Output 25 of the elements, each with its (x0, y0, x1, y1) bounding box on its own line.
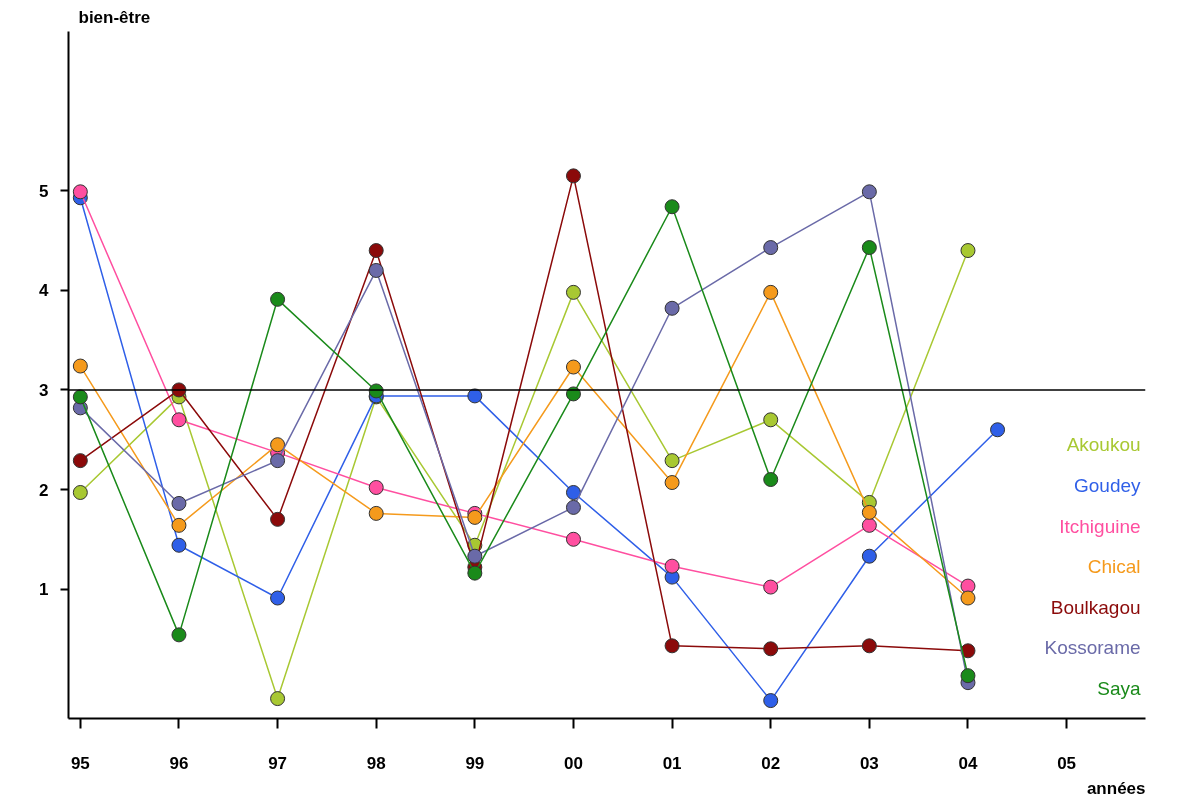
text: Akoukou (1066, 434, 1141, 456)
x-tick-label: 95 (70, 753, 90, 773)
y-tick-label: 4 (39, 281, 50, 301)
y-tick-label: 1 (39, 580, 49, 600)
x-tick-label: 03 (859, 753, 879, 773)
y-axis-title: bien-être (78, 7, 151, 27)
x-tick-label: 98 (366, 753, 386, 773)
text: Kossorame (1044, 637, 1141, 659)
x-tick-label: 02 (761, 753, 781, 773)
y-tick-label: 2 (39, 480, 49, 500)
x-axis-title: années (1086, 778, 1146, 798)
y-tick-label: 5 (39, 181, 49, 201)
x-tick-label: 96 (169, 753, 189, 773)
text: Boulkagou (1050, 596, 1141, 618)
x-tick-label: 04 (958, 753, 978, 773)
x-tick-label: 99 (465, 753, 485, 773)
x-tick-label: 05 (1057, 753, 1077, 773)
x-tick-label: 00 (564, 753, 583, 773)
x-tick-label: 01 (662, 753, 682, 773)
text: Chical (1087, 556, 1141, 578)
x-tick-label: 97 (268, 753, 288, 773)
text: Itchiguine (1059, 515, 1141, 537)
y-tick-label: 3 (39, 380, 49, 400)
text: Saya (1097, 678, 1141, 700)
text: Goudey (1074, 474, 1142, 496)
